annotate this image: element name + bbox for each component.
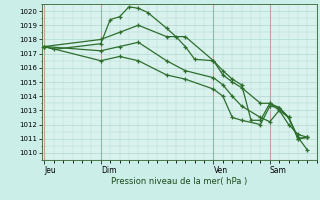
X-axis label: Pression niveau de la mer( hPa ): Pression niveau de la mer( hPa ): [111, 177, 247, 186]
